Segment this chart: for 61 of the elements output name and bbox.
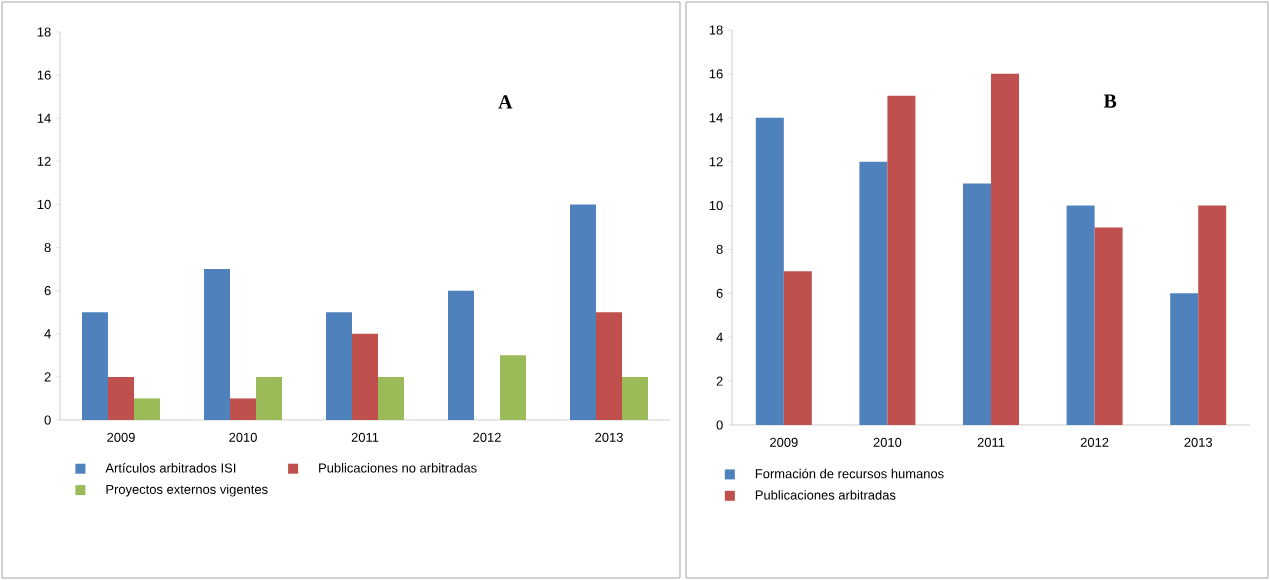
y-tick-label: 10: [37, 199, 51, 210]
bar: [1066, 205, 1095, 425]
y-tick-label: 8: [716, 244, 723, 255]
bar: [755, 117, 784, 425]
y-tick-label: 12: [709, 157, 723, 167]
bar: [82, 312, 109, 420]
bar: [352, 333, 379, 420]
y-tick-label: 8: [44, 242, 51, 253]
y-tick-label: 0: [716, 420, 723, 430]
x-tick-label: 2012: [473, 432, 501, 442]
x-tick-label: 2011: [351, 432, 379, 442]
x-tick-label: 2013: [595, 432, 623, 442]
bar: [783, 271, 812, 425]
x-tick-label: 2010: [873, 437, 902, 447]
y-tick-label: 0: [44, 415, 51, 425]
y-tick-label: 14: [709, 113, 723, 123]
y-tick-label: 10: [709, 200, 723, 211]
y-tick-label: 18: [37, 27, 51, 37]
legend-label: Proyectos externos vigentes: [106, 484, 268, 497]
x-tick-label: 2010: [229, 432, 257, 442]
bar: [500, 355, 527, 420]
bar: [1094, 227, 1123, 425]
legend-label: Artículos arbitrados ISI: [105, 462, 236, 473]
bar: [256, 376, 283, 420]
bar: [596, 312, 623, 420]
bar: [448, 290, 475, 420]
bar: [570, 204, 597, 420]
bar: [887, 95, 916, 425]
bar: [859, 161, 888, 425]
bar: [1198, 205, 1227, 425]
bar: [963, 183, 992, 425]
bar: [230, 398, 257, 420]
x-tick-label: 2009: [107, 432, 135, 442]
y-tick-label: 18: [709, 25, 723, 35]
annotation: A: [498, 95, 513, 109]
bar: [134, 398, 161, 420]
x-tick-label: 2013: [1184, 437, 1213, 447]
y-tick-label: 4: [44, 329, 51, 339]
x-tick-label: 2011: [977, 437, 1005, 447]
bar: [622, 376, 649, 420]
y-tick-label: 2: [716, 376, 723, 386]
bar: [204, 269, 231, 420]
y-tick-label: 6: [44, 286, 51, 296]
legend-label: Formación de recursos humanos: [755, 468, 944, 479]
legend-label: Publicaciones arbitradas: [755, 490, 896, 500]
x-tick-label: 2009: [770, 437, 798, 447]
y-tick-label: 4: [716, 332, 723, 342]
legend-label: Publicaciones no arbitradas: [319, 463, 477, 473]
bar: [1170, 293, 1199, 425]
y-tick-label: 14: [37, 113, 51, 123]
bar: [378, 376, 405, 420]
x-tick-label: 2012: [1080, 437, 1109, 447]
y-tick-label: 12: [37, 156, 51, 166]
y-tick-label: 6: [716, 288, 723, 298]
bar: [108, 376, 135, 420]
y-tick-label: 16: [709, 69, 723, 79]
bar: [326, 312, 353, 420]
y-tick-label: 16: [37, 70, 51, 80]
bar: [991, 73, 1020, 425]
y-tick-label: 2: [44, 372, 51, 382]
annotation: B: [1103, 94, 1117, 108]
